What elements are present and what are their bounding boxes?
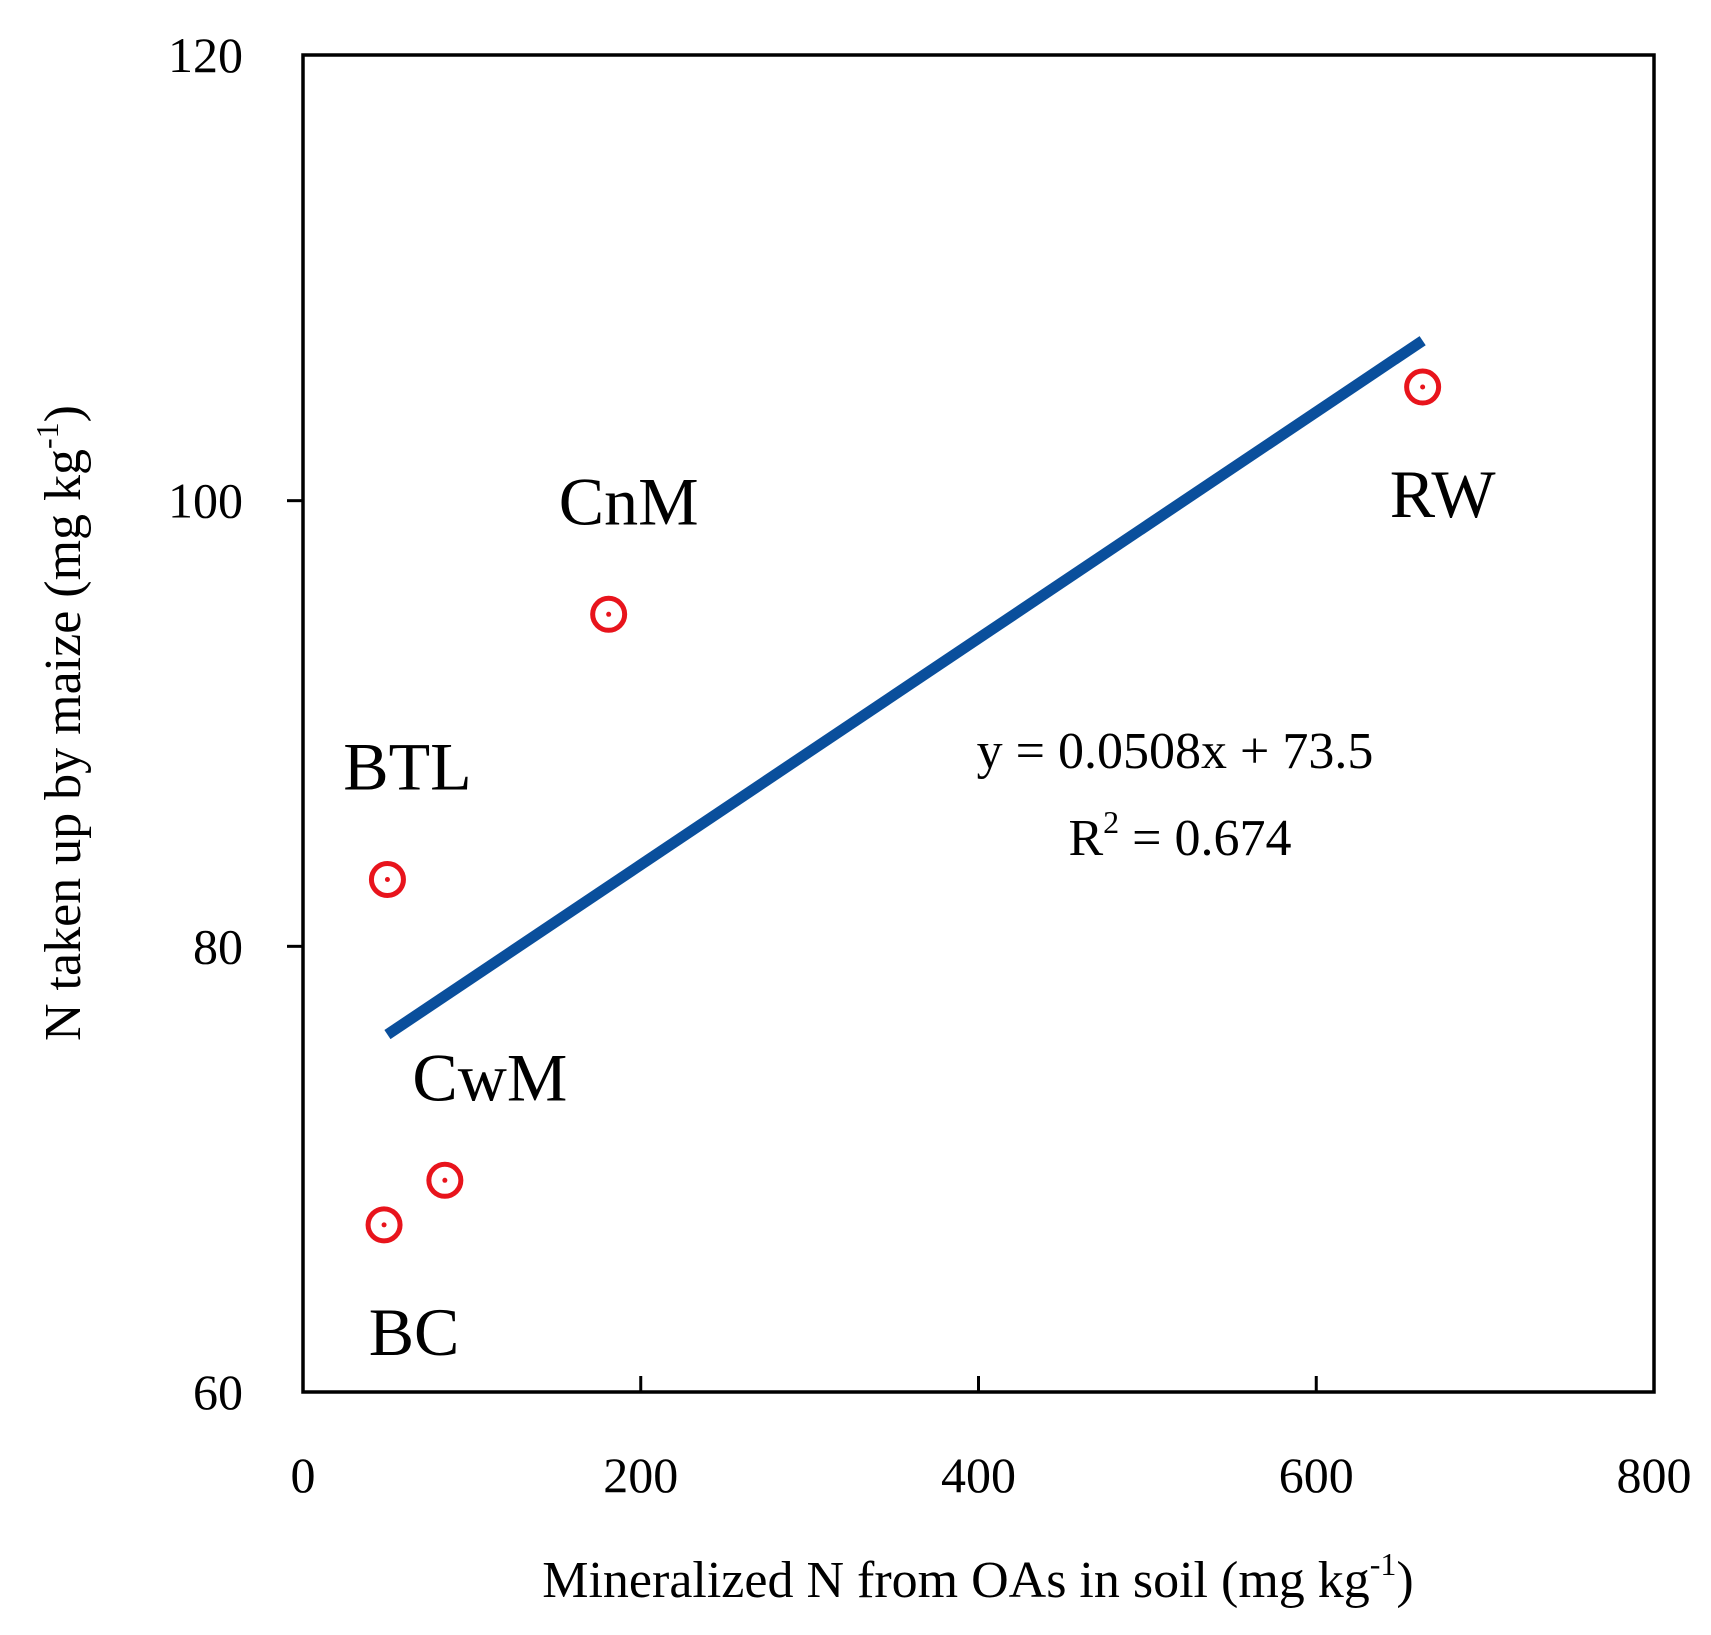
data-point-center [1420,384,1426,390]
y-axis-label-text: N taken up by maize (mg kg [35,449,92,1041]
point-label: CwM [412,1039,567,1115]
r-squared: R2 = 0.674 [1068,804,1291,867]
x-axis-label-end: ) [1396,1552,1413,1609]
point-label: RW [1390,456,1497,532]
point-label: BTL [343,728,471,804]
y-axis-ticks: 60 80 100 120 [168,27,303,1420]
r2-superscript: 2 [1103,804,1119,840]
x-tick-label: 600 [1279,1447,1354,1503]
r2-symbol: R [1068,810,1103,867]
x-axis-ticks: 0 200 400 600 800 [291,1376,1692,1503]
data-point [1404,368,1442,406]
trend-line [384,336,1426,1040]
data-point-center [381,1222,387,1228]
y-axis-label: N taken up by maize (mg kg-1) [29,405,92,1041]
x-tick-label: 200 [603,1447,678,1503]
data-point [365,1206,403,1244]
data-point [590,595,628,633]
point-label: CnM [559,463,699,539]
data-point [426,1161,464,1199]
data-points: RW CnM BTL CwM BC [343,368,1497,1370]
y-tick-label: 120 [168,27,243,83]
regression-equation: y = 0.0508x + 73.5 [977,723,1374,780]
x-tick-label: 800 [1617,1447,1692,1503]
data-point-center [384,876,390,882]
data-point-center [606,611,612,617]
data-point-center [442,1177,448,1183]
y-axis-label-sup: -1 [29,422,65,449]
r2-value: = 0.674 [1119,810,1291,867]
x-tick-label: 400 [941,1447,1016,1503]
y-tick-label: 80 [193,918,243,974]
y-tick-label: 60 [193,1364,243,1420]
y-axis-label-end: ) [35,405,92,422]
x-axis-label-sup: -1 [1370,1546,1397,1582]
x-axis-label: Mineralized N from OAs in soil (mg kg-1) [542,1546,1414,1609]
point-label: BC [369,1294,460,1370]
x-tick-label: 0 [291,1447,316,1503]
x-axis-label-text: Mineralized N from OAs in soil (mg kg [542,1552,1370,1609]
data-point [368,860,406,898]
y-tick-label: 100 [168,473,243,529]
